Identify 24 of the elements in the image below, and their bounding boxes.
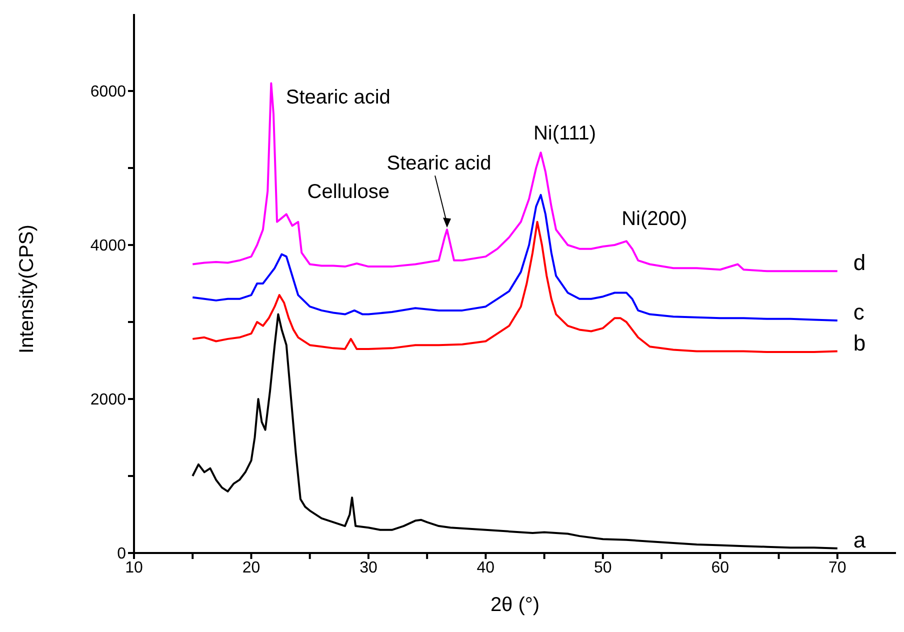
annotation: Cellulose [307,181,390,204]
x-tick-label: 50 [594,559,612,576]
annotation: Ni(200) [622,208,688,230]
x-tick-label: 70 [828,559,846,576]
annotation: Ni(111) [533,122,596,145]
annotation: Stearic acid [286,86,390,108]
x-tick-label: 60 [711,559,730,576]
line-series [192,313,838,550]
y-tick-label: 4000 [90,238,126,255]
annotation: Stearic acid [386,152,492,175]
y-tick-label: 0 [117,546,126,563]
y-tick-label: 6000 [90,84,126,101]
x-tick-label: 40 [476,559,495,576]
x-tick-label: 10 [125,559,143,576]
line-series [192,82,838,272]
series-label: d [853,250,866,276]
series-label: c [853,299,864,324]
x-tick-label: 20 [242,559,260,576]
y-axis-title: Intensity(CPS) [16,224,38,354]
series-label: a [853,527,866,552]
y-tick-label: 2000 [90,392,126,409]
x-axis-title: 2θ (°) [490,594,540,616]
x-tick-label: 30 [360,559,378,576]
series-label: b [853,330,866,356]
